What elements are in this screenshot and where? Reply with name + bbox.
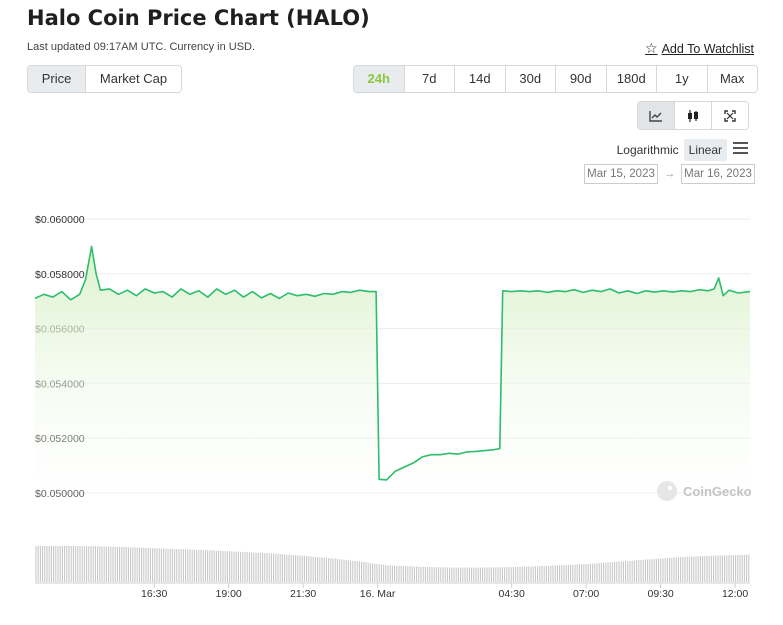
linear-option[interactable]: Linear bbox=[683, 139, 727, 161]
range-24h-button[interactable]: 24h bbox=[354, 66, 405, 92]
date-to-input[interactable]: Mar 16, 2023 bbox=[681, 164, 755, 184]
x-tick-label: 16. Mar bbox=[360, 588, 396, 600]
range-90d-button[interactable]: 90d bbox=[556, 66, 607, 92]
range-30d-button[interactable]: 30d bbox=[505, 66, 556, 92]
x-tick-label: 09:30 bbox=[647, 588, 673, 600]
tab-price[interactable]: Price bbox=[28, 66, 86, 92]
hamburger-menu-icon[interactable] bbox=[733, 142, 748, 157]
range-1y-button[interactable]: 1y bbox=[657, 66, 708, 92]
range-14d-button[interactable]: 14d bbox=[455, 66, 506, 92]
watermark-text: CoinGecko bbox=[683, 484, 752, 499]
candlestick-button[interactable] bbox=[675, 102, 712, 129]
chart-type-selector bbox=[637, 101, 749, 130]
coingecko-logo-icon bbox=[657, 481, 677, 501]
coingecko-logo-eye bbox=[667, 485, 673, 491]
date-range: Mar 15, 2023 → Mar 16, 2023 bbox=[584, 164, 755, 184]
price-line bbox=[34, 245, 751, 481]
time-range-selector: 24h 7d 14d 30d 90d 180d 1y Max bbox=[353, 65, 758, 93]
range-max-button[interactable]: Max bbox=[707, 66, 757, 92]
tab-market-cap[interactable]: Market Cap bbox=[86, 66, 181, 92]
add-to-watchlist-link[interactable]: ☆ Add To Watchlist bbox=[645, 40, 754, 57]
x-tick-label: 21:30 bbox=[290, 588, 316, 600]
scale-toggle: Logarithmic Linear bbox=[612, 139, 727, 161]
watchlist-label: Add To Watchlist bbox=[661, 41, 754, 56]
candlestick-icon bbox=[688, 109, 698, 122]
expand-icon bbox=[724, 109, 736, 122]
last-updated-text: Last updated 09:17AM UTC. Currency in US… bbox=[27, 41, 256, 53]
x-tick-label: 04:30 bbox=[499, 588, 525, 600]
x-tick-label: 16:30 bbox=[141, 588, 167, 600]
arrow-right-icon: → bbox=[663, 168, 676, 180]
line-chart-icon bbox=[649, 110, 662, 122]
logarithmic-option[interactable]: Logarithmic bbox=[616, 143, 679, 157]
y-tick-label: $0.060000 bbox=[35, 214, 85, 226]
line-chart-button[interactable] bbox=[638, 102, 675, 129]
x-tick-label: 19:00 bbox=[216, 588, 242, 600]
range-180d-button[interactable]: 180d bbox=[606, 66, 657, 92]
star-icon: ☆ bbox=[645, 40, 658, 56]
page-title: Halo Coin Price Chart (HALO) bbox=[27, 6, 370, 30]
date-from-input[interactable]: Mar 15, 2023 bbox=[584, 164, 658, 184]
fullscreen-button[interactable] bbox=[712, 102, 748, 129]
price-chart: $0.060000$0.058000$0.056000$0.054000$0.0… bbox=[34, 214, 752, 600]
x-tick-label: 12:00 bbox=[722, 588, 748, 600]
y-tick-label: $0.058000 bbox=[35, 269, 85, 281]
price-area bbox=[35, 246, 750, 504]
range-7d-button[interactable]: 7d bbox=[404, 66, 455, 92]
x-tick-label: 07:00 bbox=[573, 588, 599, 600]
metric-toggle: Price Market Cap bbox=[27, 65, 182, 93]
